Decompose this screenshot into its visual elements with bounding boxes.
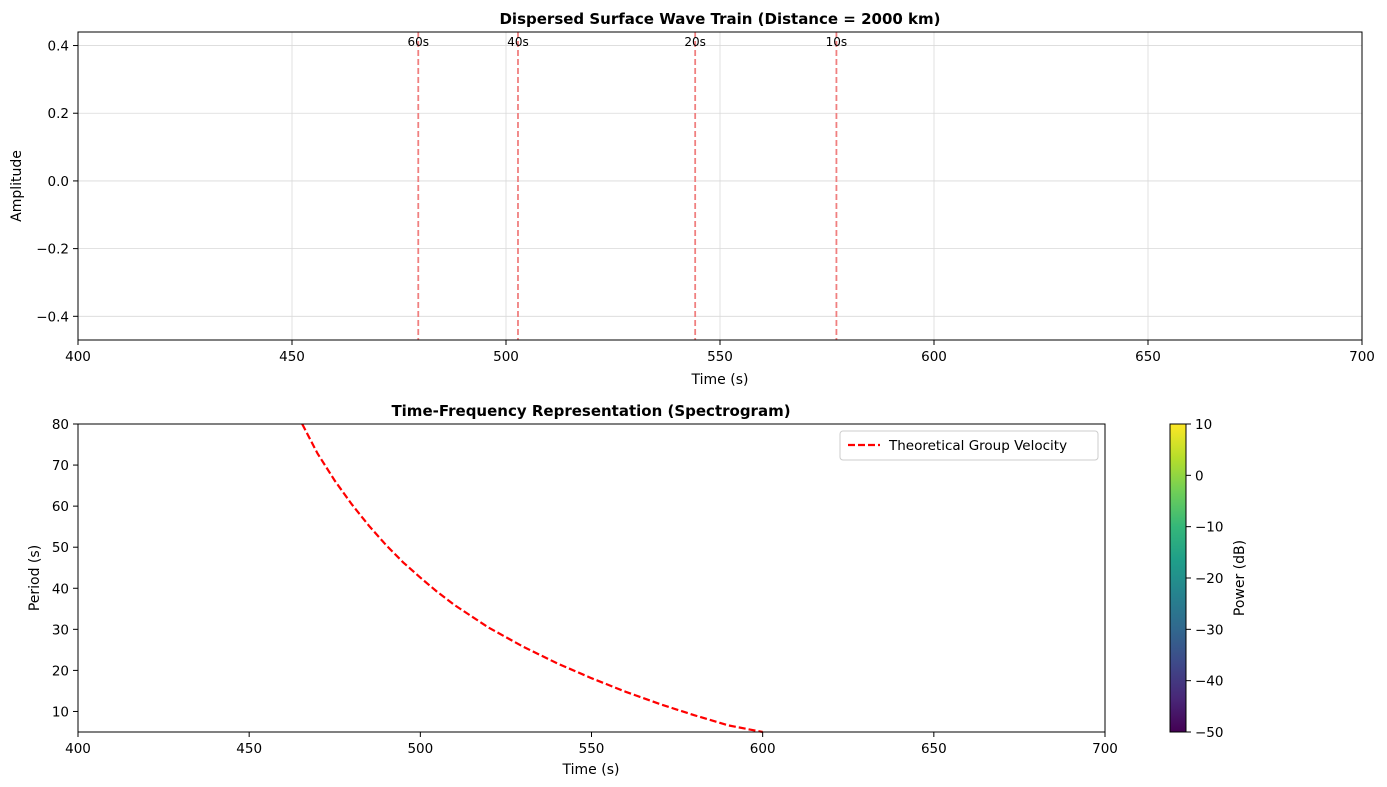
x-tick-label: 500 (407, 741, 433, 757)
x-tick-label: 600 (921, 349, 947, 365)
x-tick-label: 550 (707, 349, 733, 365)
y-tick-label: 10 (52, 704, 69, 720)
y-tick-label: 0.0 (48, 174, 69, 190)
x-tick-label: 500 (493, 349, 519, 365)
arrival-marker-label: 20s (684, 35, 706, 49)
y-tick-label: 20 (52, 663, 69, 679)
arrival-marker-label: 60s (407, 35, 429, 49)
y-tick-label: 70 (52, 458, 69, 474)
y-tick-label: −0.2 (36, 242, 69, 258)
waveform-title: Dispersed Surface Wave Train (Distance =… (499, 10, 940, 28)
arrival-marker-label: 10s (826, 35, 848, 49)
waveform-x-label: Time (s) (691, 372, 749, 388)
x-tick-label: 450 (236, 741, 262, 757)
colorbar-tick-label: −50 (1195, 725, 1224, 741)
y-tick-label: 30 (52, 622, 69, 638)
x-tick-label: 700 (1349, 349, 1375, 365)
spectrogram-panel: 400 450 500 550 600 650 700 10 20 30 40 50 60 70 80 T… (27, 402, 1118, 778)
y-tick-label: 50 (52, 540, 69, 556)
legend-box (839, 430, 1099, 461)
waveform-y-ticks: −0.4 −0.2 0.0 0.2 0.4 (36, 39, 78, 325)
spectrogram-x-label: Time (s) (562, 762, 620, 778)
x-tick-label: 650 (1135, 349, 1161, 365)
colorbar-tick-label: 10 (1195, 417, 1212, 433)
colorbar-tick-label: −20 (1195, 571, 1224, 587)
spectrogram-y-ticks: 10 20 30 40 50 60 70 80 (52, 417, 78, 720)
group-velocity-curve (301, 423, 763, 734)
spectrogram-y-label: Period (s) (27, 545, 43, 611)
colorbar-tick-label: 0 (1195, 468, 1204, 484)
x-tick-label: 600 (750, 741, 776, 757)
colorbar-tick-label: −40 (1195, 674, 1224, 690)
spectrogram-axes-frame (77, 423, 1106, 733)
y-tick-label: 80 (52, 417, 69, 433)
waveform-x-ticks: 400 450 500 550 600 650 700 (65, 340, 1375, 365)
waveform-grid (77, 32, 1363, 340)
spectrogram-x-ticks: 400 450 500 550 600 650 700 (65, 732, 1118, 757)
colorbar-tick-label: −10 (1195, 520, 1224, 536)
arrival-markers: 60s 40s 20s 10s (407, 32, 847, 340)
x-tick-label: 400 (65, 349, 91, 365)
y-tick-label: 0.2 (48, 106, 69, 122)
x-tick-label: 550 (579, 741, 605, 757)
x-tick-label: 400 (65, 741, 91, 757)
y-tick-label: 0.4 (48, 39, 69, 55)
legend-label: Theoretical Group Velocity (888, 438, 1067, 454)
colorbar-ticks: −50 −40 −30 −20 −10 0 10 (1186, 417, 1224, 741)
waveform-y-label: Amplitude (9, 150, 25, 222)
x-tick-label: 700 (1092, 741, 1118, 757)
colorbar-gradient (1170, 424, 1186, 732)
x-tick-label: 650 (921, 741, 947, 757)
spectrogram-title: Time-Frequency Representation (Spectrogr… (391, 402, 790, 420)
colorbar-tick-label: −30 (1195, 622, 1224, 638)
x-tick-label: 450 (279, 349, 305, 365)
y-tick-label: 60 (52, 499, 69, 515)
y-tick-label: 40 (52, 581, 69, 597)
waveform-panel: 60s 40s 20s 10s 400 450 500 550 600 650 700 −0.4−… (9, 10, 1375, 388)
legend: Theoretical Group Velocity (839, 430, 1099, 461)
colorbar: −50 −40 −30 −20 −10 0 10 Power (dB) (1169, 417, 1248, 741)
y-tick-label: −0.4 (36, 309, 69, 325)
group-velocity-series (301, 423, 763, 734)
colorbar-label: Power (dB) (1232, 540, 1248, 616)
arrival-marker-label: 40s (507, 35, 529, 49)
